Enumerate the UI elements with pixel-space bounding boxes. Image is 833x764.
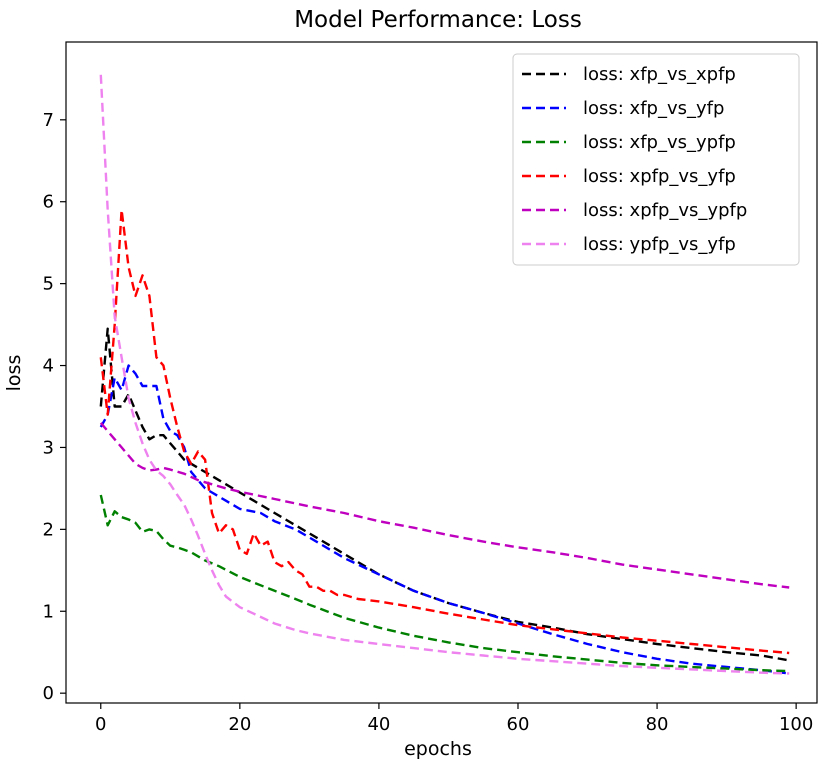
y-tick-label: 3 bbox=[43, 437, 54, 458]
y-axis-label: loss bbox=[3, 355, 25, 392]
series-line-2 bbox=[99, 494, 790, 673]
legend-label-0: loss: xfp_vs_xpfp bbox=[583, 64, 736, 85]
legend-label-4: loss: xpfp_vs_ypfp bbox=[583, 200, 747, 221]
legend-label-5: loss: ypfp_vs_yfp bbox=[583, 234, 736, 255]
series-line-0 bbox=[99, 327, 790, 662]
y-tick-label: 2 bbox=[43, 519, 54, 540]
x-tick-label: 0 bbox=[95, 714, 106, 735]
y-tick-label: 6 bbox=[43, 192, 54, 213]
legend-frame bbox=[512, 53, 800, 266]
series-line-3 bbox=[99, 208, 790, 655]
y-tick-label: 4 bbox=[43, 356, 54, 377]
legend: loss: xfp_vs_xpfp loss: xfp_vs_yfp loss: x… bbox=[512, 53, 800, 266]
chart-title: Model Performance: Loss bbox=[294, 7, 582, 33]
x-tick-label: 80 bbox=[646, 714, 669, 735]
y-tick-label: 0 bbox=[43, 683, 54, 704]
legend-label-3: loss: xpfp_vs_yfp bbox=[583, 166, 736, 187]
series-lines bbox=[99, 74, 790, 675]
plot-frame bbox=[65, 41, 818, 704]
y-tick-label: 1 bbox=[43, 601, 54, 622]
series-line-1 bbox=[99, 364, 790, 675]
y-axis-ticks: 0 1 2 3 4 5 6 7 bbox=[43, 110, 66, 704]
legend-label-2: loss: xfp_vs_ypfp bbox=[583, 132, 736, 153]
plot-area bbox=[65, 41, 818, 704]
legend-label-1: loss: xfp_vs_yfp bbox=[583, 98, 724, 119]
y-tick-label: 7 bbox=[43, 110, 54, 131]
series-line-5 bbox=[99, 74, 790, 675]
x-tick-label: 60 bbox=[507, 714, 530, 735]
x-tick-label: 20 bbox=[228, 714, 251, 735]
x-axis-ticks: 0 20 40 60 80 100 bbox=[95, 703, 813, 735]
y-tick-label: 5 bbox=[43, 274, 54, 295]
x-tick-label: 100 bbox=[779, 714, 813, 735]
x-tick-label: 40 bbox=[367, 714, 390, 735]
x-axis-label: epochs bbox=[404, 738, 472, 760]
series-line-4 bbox=[99, 422, 790, 589]
